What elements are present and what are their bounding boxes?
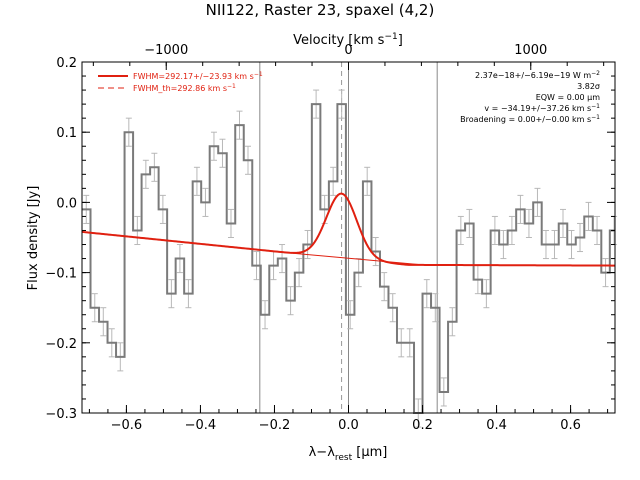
annotation-flux: 2.37e−18+/−6.19e−19 W m: [475, 71, 591, 80]
annotation-flux-sup: −2: [591, 70, 600, 77]
top-axis-label-sup: −1: [384, 32, 397, 42]
svg-text:2.37e−18+/−6.19e−19 W m−2: 2.37e−18+/−6.19e−19 W m−2: [475, 70, 600, 80]
y-tick-label: −0.1: [45, 267, 77, 282]
y-axis-label: Flux density [Jy]: [26, 186, 41, 291]
x-axis-label-main: λ−λ: [309, 445, 336, 460]
svg-text:Velocity [km s−1]: Velocity [km s−1]: [293, 32, 403, 48]
legend-fit-sup: −1: [254, 71, 263, 78]
y-tick-label: −0.2: [45, 337, 77, 352]
top-tick-label: 0: [344, 43, 352, 58]
top-axis-label-text: Velocity [km s: [293, 33, 385, 48]
top-tick-label: 1000: [514, 43, 547, 58]
svg-text:λ−λrest [μm]: λ−λrest [μm]: [309, 445, 388, 463]
top-axis-label: Velocity [km s−1]: [293, 32, 403, 48]
baseline-series: [292, 252, 423, 266]
x-tick-label: 0.4: [486, 418, 507, 433]
annotation-broadening: Broadening = 0.00+/−0.00 km s: [460, 115, 591, 124]
svg-text:v = −34.19+/−37.26 km s−1: v = −34.19+/−37.26 km s−1: [484, 103, 600, 113]
svg-text:Broadening = 0.00+/−0.00 km s−: Broadening = 0.00+/−0.00 km s−1: [460, 114, 600, 124]
plot-area: −0.6 −0.4 −0.2 0.0 0.2 0.4 0.6 −0.3 −0.2 −0.1 0.0 0…: [45, 43, 618, 433]
annotation-sigma: 3.82σ: [577, 82, 600, 91]
fit-series: [81, 192, 616, 267]
x-axis-label: λ−λrest [μm]: [309, 445, 388, 463]
spectrum-series: [82, 103, 615, 414]
svg-text:FWHM_th=292.86 km s−1: FWHM_th=292.86 km s−1: [133, 83, 236, 93]
annotations: 2.37e−18+/−6.19e−19 W m−2 3.82σ EQW = 0.…: [460, 70, 600, 124]
legend-fit-label: FWHM=292.17+/−23.93 km s: [133, 72, 254, 81]
annotation-eqw: EQW = 0.00 μm: [536, 93, 600, 102]
annotation-velocity: v = −34.19+/−37.26 km s: [484, 104, 591, 113]
x-tick-label: −0.4: [185, 418, 217, 433]
annotation-broadening-sup: −1: [591, 114, 600, 121]
legend-th-sup: −1: [227, 83, 236, 90]
legend: FWHM=292.17+/−23.93 km s−1 FWHM_th=292.8…: [98, 71, 263, 93]
y-tick-label: −0.3: [45, 407, 77, 422]
top-axis-label-end: ]: [398, 33, 403, 48]
chart-title: NII122, Raster 23, spaxel (4,2): [206, 1, 435, 19]
x-tick-label: 0.2: [412, 418, 433, 433]
x-axis-label-sub: rest: [335, 453, 353, 463]
top-tick-label: −1000: [144, 43, 188, 58]
y-tick-label: 0.0: [56, 196, 77, 211]
x-tick-label: 0.0: [338, 418, 359, 433]
svg-text:FWHM=292.17+/−23.93 km s−1: FWHM=292.17+/−23.93 km s−1: [133, 71, 263, 81]
y-tick-label: 0.2: [56, 56, 77, 71]
annotation-velocity-sup: −1: [591, 103, 600, 110]
legend-th-label: FWHM_th=292.86 km s: [133, 84, 227, 93]
y-tick-label: 0.1: [56, 126, 77, 141]
x-tick-label: 0.6: [560, 418, 581, 433]
x-tick-label: −0.6: [111, 418, 143, 433]
x-axis-label-unit: [μm]: [352, 445, 387, 460]
x-tick-label: −0.2: [259, 418, 291, 433]
